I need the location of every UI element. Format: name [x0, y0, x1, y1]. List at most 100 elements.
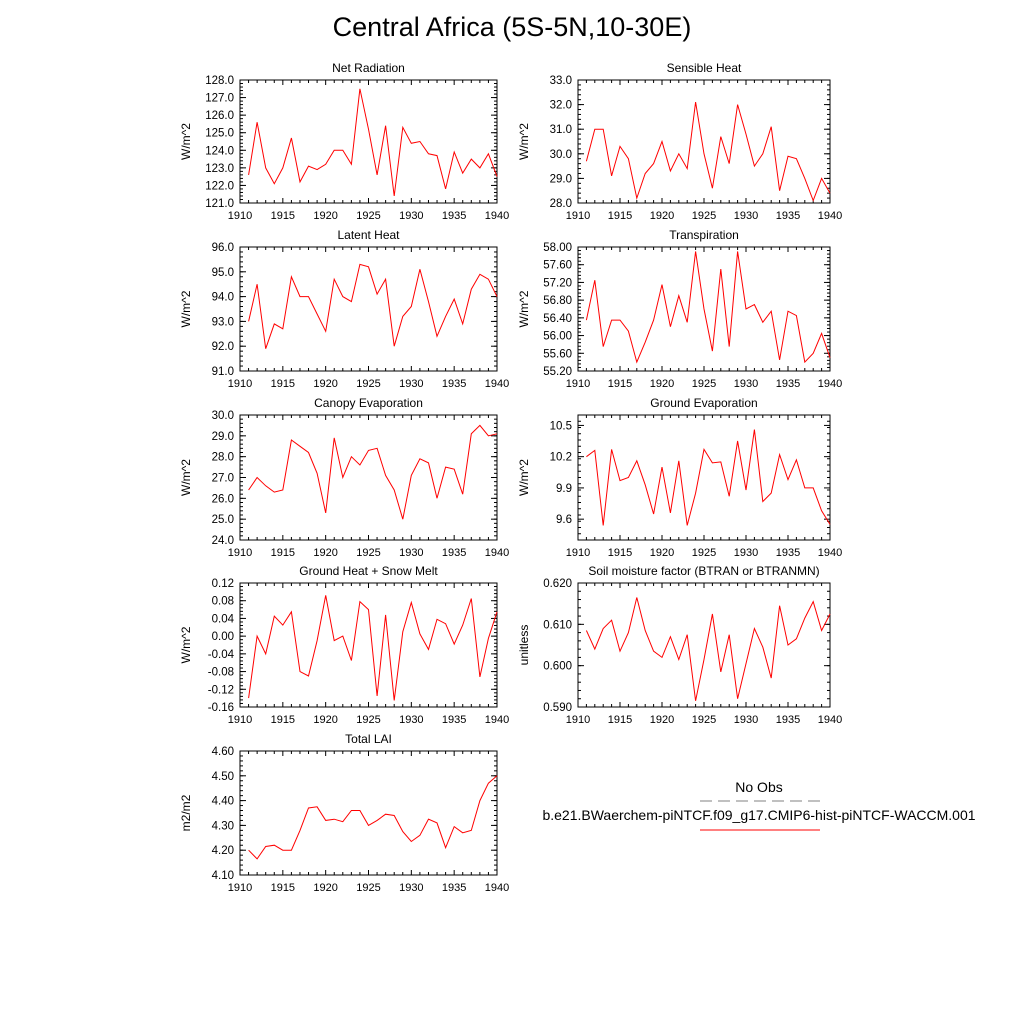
y-tick-label: 30.0: [550, 149, 572, 161]
y-tick-label: 56.00: [543, 331, 572, 343]
panel-title: Total LAI: [345, 732, 392, 746]
y-tick-label: 126.0: [205, 110, 234, 122]
plot-frame: [239, 582, 498, 708]
x-tick-label: 1920: [650, 547, 674, 559]
x-tick-label: 1920: [313, 714, 337, 726]
x-tick-label: 1940: [818, 547, 842, 559]
plot-frame: [577, 582, 831, 708]
x-tick-label: 1910: [228, 882, 252, 894]
y-tick-label: 29.0: [550, 173, 572, 185]
panel-2: Sensible Heat W/m^2 1910 1915 1920 1925 1930 19…: [517, 61, 842, 222]
y-tick-label: 0.620: [543, 578, 572, 590]
x-tick-label: 1910: [228, 378, 252, 390]
x-tick-label: 1925: [692, 714, 716, 726]
plot-frame: [239, 414, 498, 541]
y-tick-label: 91.0: [212, 366, 234, 378]
x-tick-label: 1910: [228, 210, 252, 222]
y-tick-label: 125.0: [205, 128, 234, 140]
y-tick-label: 96.0: [212, 242, 234, 254]
y-tick-label: 28.0: [212, 452, 234, 464]
panel-3: Latent Heat W/m^2 1910 1915 1920 1925 1930 1935…: [179, 228, 509, 390]
plot-frame: [577, 79, 831, 204]
y-axis-label: W/m^2: [517, 459, 531, 496]
x-tick-label: 1935: [442, 547, 466, 559]
plot-frame: [577, 414, 831, 541]
x-tick-label: 1915: [271, 714, 295, 726]
y-axis-label: W/m^2: [517, 290, 531, 327]
x-tick-label: 1925: [692, 547, 716, 559]
x-tick-label: 1930: [399, 547, 423, 559]
panel-title: Ground Heat + Snow Melt: [299, 564, 438, 578]
y-tick-label: 4.60: [212, 746, 234, 758]
x-tick-label: 1930: [399, 210, 423, 222]
panel-9: Total LAI m2/m2 1910 1915 1920 1925 1930 1935 19…: [179, 732, 509, 894]
y-tick-label: 4.50: [212, 771, 234, 783]
y-tick-label: -0.12: [208, 684, 234, 696]
y-tick-label: 122.0: [205, 180, 234, 192]
x-tick-label: 1935: [442, 882, 466, 894]
panel-title: Sensible Heat: [667, 61, 742, 75]
y-tick-label: 10.5: [550, 420, 572, 432]
x-tick-label: 1910: [566, 547, 590, 559]
x-tick-label: 1920: [650, 210, 674, 222]
y-axis-label: W/m^2: [517, 123, 531, 160]
x-tick-label: 1940: [485, 547, 509, 559]
y-tick-label: 92.0: [212, 341, 234, 353]
y-tick-label: 29.0: [212, 431, 234, 443]
x-tick-label: 1925: [356, 210, 380, 222]
y-tick-label: 121.0: [205, 198, 234, 210]
y-tick-label: 0.12: [212, 578, 234, 590]
x-tick-label: 1925: [356, 882, 380, 894]
y-tick-label: -0.04: [208, 649, 235, 661]
y-tick-label: 26.0: [212, 493, 234, 505]
x-tick-label: 1915: [271, 882, 295, 894]
x-tick-label: 1935: [776, 210, 800, 222]
x-tick-label: 1920: [313, 547, 337, 559]
x-tick-label: 1930: [399, 714, 423, 726]
x-tick-label: 1940: [485, 378, 509, 390]
y-axis-label: W/m^2: [179, 123, 193, 160]
y-tick-label: 127.0: [205, 93, 234, 105]
x-tick-label: 1940: [485, 714, 509, 726]
y-tick-label: 95.0: [212, 267, 234, 279]
y-tick-label: 55.20: [543, 366, 572, 378]
x-tick-label: 1935: [442, 378, 466, 390]
x-tick-label: 1925: [356, 378, 380, 390]
y-tick-label: 9.6: [556, 514, 572, 526]
x-tick-label: 1940: [485, 210, 509, 222]
y-tick-label: 93.0: [212, 316, 234, 328]
y-tick-label: 30.0: [212, 410, 234, 422]
x-tick-label: 1915: [608, 210, 632, 222]
x-tick-label: 1920: [650, 378, 674, 390]
y-tick-label: 0.00: [212, 631, 234, 643]
panel-title: Soil moisture factor (BTRAN or BTRANMN): [588, 564, 819, 578]
x-tick-label: 1930: [734, 210, 758, 222]
y-tick-label: 4.10: [212, 870, 234, 882]
x-tick-label: 1930: [734, 378, 758, 390]
y-tick-label: 56.40: [543, 313, 572, 325]
panel-title: Net Radiation: [332, 61, 405, 75]
x-tick-label: 1915: [271, 547, 295, 559]
page-title: Central Africa (5S-5N,10-30E): [332, 12, 692, 42]
y-tick-label: 4.20: [212, 845, 234, 857]
plot-frame: [239, 750, 498, 876]
x-tick-label: 1940: [818, 378, 842, 390]
y-tick-label: 33.0: [550, 75, 572, 87]
plot-frame: [239, 79, 498, 204]
series-line: [585, 251, 831, 364]
series-line: [585, 102, 831, 202]
x-tick-label: 1910: [566, 210, 590, 222]
legend-obs-line: [700, 800, 820, 802]
y-tick-label: 27.0: [212, 473, 234, 485]
y-tick-label: 28.0: [550, 198, 572, 210]
y-tick-label: 0.610: [543, 619, 572, 631]
x-tick-label: 1910: [566, 714, 590, 726]
y-tick-label: 4.30: [212, 820, 234, 832]
panel-title: Ground Evaporation: [650, 396, 757, 410]
y-axis-label: W/m^2: [179, 459, 193, 496]
legend-model-label: b.e21.BWaerchem-piNTCF.f09_g17.CMIP6-his…: [542, 807, 976, 823]
series-line: [248, 595, 498, 701]
x-tick-label: 1915: [271, 210, 295, 222]
x-tick-label: 1920: [650, 714, 674, 726]
panel-title: Latent Heat: [337, 228, 400, 242]
